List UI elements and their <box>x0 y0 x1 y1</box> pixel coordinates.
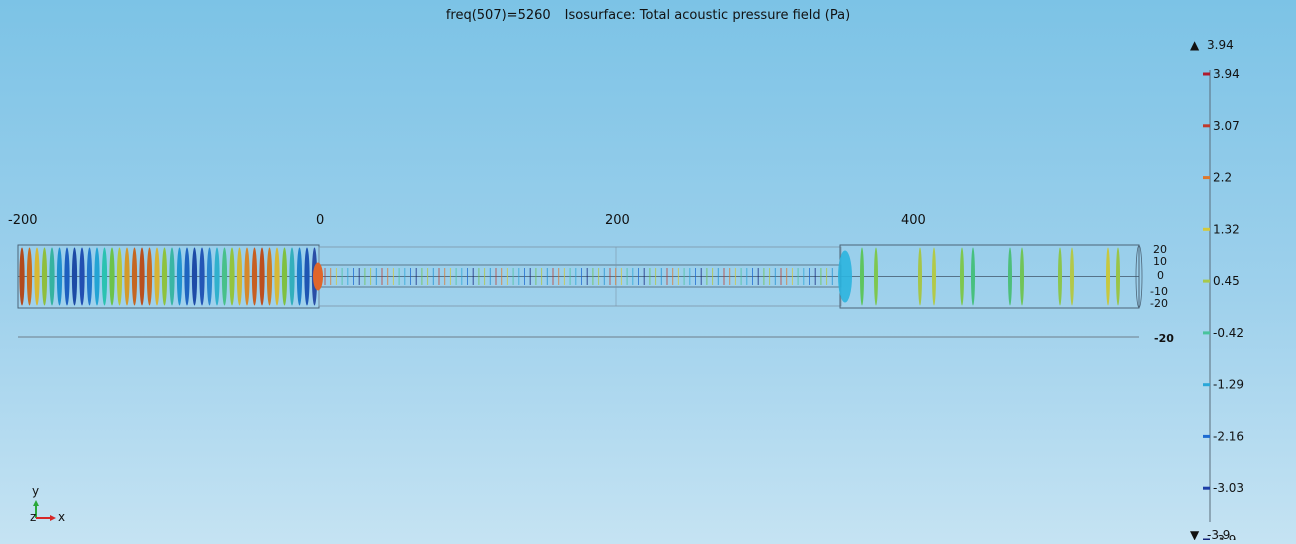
isosurface-slice <box>1106 247 1110 306</box>
isosurface-slice <box>874 247 878 306</box>
isosurface-slice <box>259 247 265 306</box>
triad-y-label: y <box>32 484 40 498</box>
x-tick-label: 400 <box>901 213 926 228</box>
x-tick-label: 200 <box>605 213 630 228</box>
triad-x-label: x <box>58 510 66 524</box>
isosurface-slice <box>304 247 310 306</box>
z-tick-label: 10 <box>1153 255 1167 268</box>
x-tick-label: -200 <box>8 213 38 228</box>
isosurface-slice <box>176 247 183 306</box>
outlet-interface-blob <box>838 250 852 303</box>
z-tick-label: -10 <box>1150 285 1168 298</box>
isosurface-slice <box>86 247 93 306</box>
isosurface-slice <box>41 247 48 306</box>
isosurface-slice <box>79 247 85 306</box>
isosurface-slice <box>19 247 25 306</box>
colorbar-tick-label: -3.03 <box>1213 481 1244 495</box>
outlet-isosurfaces <box>860 247 1120 306</box>
isosurface-slice <box>918 247 922 306</box>
isosurface-slice <box>94 247 100 306</box>
isosurface-slice <box>139 247 145 306</box>
isosurface-slice <box>206 247 213 306</box>
frequency-label: freq(507)=5260 <box>445 8 551 23</box>
overlapping-tick-label: -20 <box>1154 332 1174 345</box>
isosurface-slice <box>932 247 936 306</box>
colorbar-tick-label: -0.42 <box>1213 326 1244 340</box>
isosurface-slice <box>251 247 258 306</box>
isosurface-slice <box>1020 247 1024 306</box>
isosurface-slice <box>274 247 280 306</box>
isosurface-slice <box>214 247 220 306</box>
colorbar-tick-label: 1.32 <box>1213 222 1240 236</box>
isosurface-slice <box>64 247 70 306</box>
isosurface-slice <box>169 247 175 306</box>
colorbar-legend: ▲ 3.94 3.94 3.07 2.2 1.32 0.45 -0.42 -1.29 -2.1… <box>1190 38 1244 540</box>
isosurface-slice <box>56 247 63 306</box>
isosurface-slice <box>116 247 123 306</box>
isosurface-slice <box>131 247 138 306</box>
isosurface-slice <box>221 247 228 306</box>
colorbar-tick-label: 3.94 <box>1213 67 1240 81</box>
colorbar-tick-label: 0.45 <box>1213 274 1240 288</box>
z-tick-label: -20 <box>1150 297 1168 310</box>
colorbar-tick-label: 3.07 <box>1213 119 1240 133</box>
graphics-viewport[interactable]: -200 0 200 400 20 10 0 -10 -20 -20 <box>0 0 1180 544</box>
inlet-interface-blob <box>313 262 323 291</box>
z-tick-label: 0 <box>1157 269 1164 282</box>
tube-isosurfaces <box>324 268 833 285</box>
isosurface-slice <box>1116 247 1120 306</box>
isosurface-slice <box>26 247 33 306</box>
isosurface-slice <box>154 247 160 306</box>
colorbar-tick-label: -1.29 <box>1213 378 1244 392</box>
colorbar-max-triangle: ▲ <box>1190 38 1200 52</box>
isosurface-slice <box>281 247 288 306</box>
isosurface-slice <box>146 247 153 306</box>
triad-z-label: z <box>30 510 37 524</box>
isosurface-slice <box>101 247 108 306</box>
isosurface-slice <box>1070 247 1074 306</box>
isosurface-slice <box>161 247 168 306</box>
isosurface-slice <box>236 247 243 306</box>
isosurface-slice <box>860 247 864 306</box>
isosurface-slice <box>191 247 198 306</box>
z-tick-label: 20 <box>1153 243 1167 256</box>
isosurface-slice <box>199 247 205 306</box>
colorbar-min-triangle: ▼ <box>1190 528 1200 540</box>
isosurface-slice <box>109 247 115 306</box>
plot-title: freq(507)=5260 Isosurface: Total acoustic… <box>0 8 1296 23</box>
isosurface-slice <box>184 247 190 306</box>
isosurface-slice <box>960 247 964 306</box>
isosurface-slice <box>266 247 273 306</box>
isosurface-slice <box>244 247 250 306</box>
isosurface-slice <box>289 247 295 306</box>
isosurface-slice <box>49 247 55 306</box>
colorbar-min-label: -3.9 <box>1207 528 1230 540</box>
middle-core-tube <box>318 264 842 288</box>
isosurface-slice <box>1008 247 1012 306</box>
inlet-isosurfaces <box>19 247 318 306</box>
isosurface-slice <box>971 247 975 306</box>
plot-expression-label: Isosurface: Total acoustic pressure fiel… <box>564 8 851 23</box>
x-tick-label: 0 <box>316 213 324 228</box>
colorbar-tick-label: 2.2 <box>1213 171 1232 185</box>
isosurface-slice <box>229 247 235 306</box>
colorbar-max-label: 3.94 <box>1207 38 1234 52</box>
isosurface-slice <box>34 247 40 306</box>
isosurface-slice <box>124 247 130 306</box>
axis-orientation-triad: y z x <box>26 484 76 534</box>
colorbar-tick-label: -3.9 <box>1213 533 1236 540</box>
isosurface-slice <box>296 247 303 306</box>
isosurface-slice <box>1058 247 1062 306</box>
isosurface-slice <box>71 247 78 306</box>
colorbar-tick-label: -2.16 <box>1213 429 1244 443</box>
graphics-logo <box>1230 17 1282 25</box>
